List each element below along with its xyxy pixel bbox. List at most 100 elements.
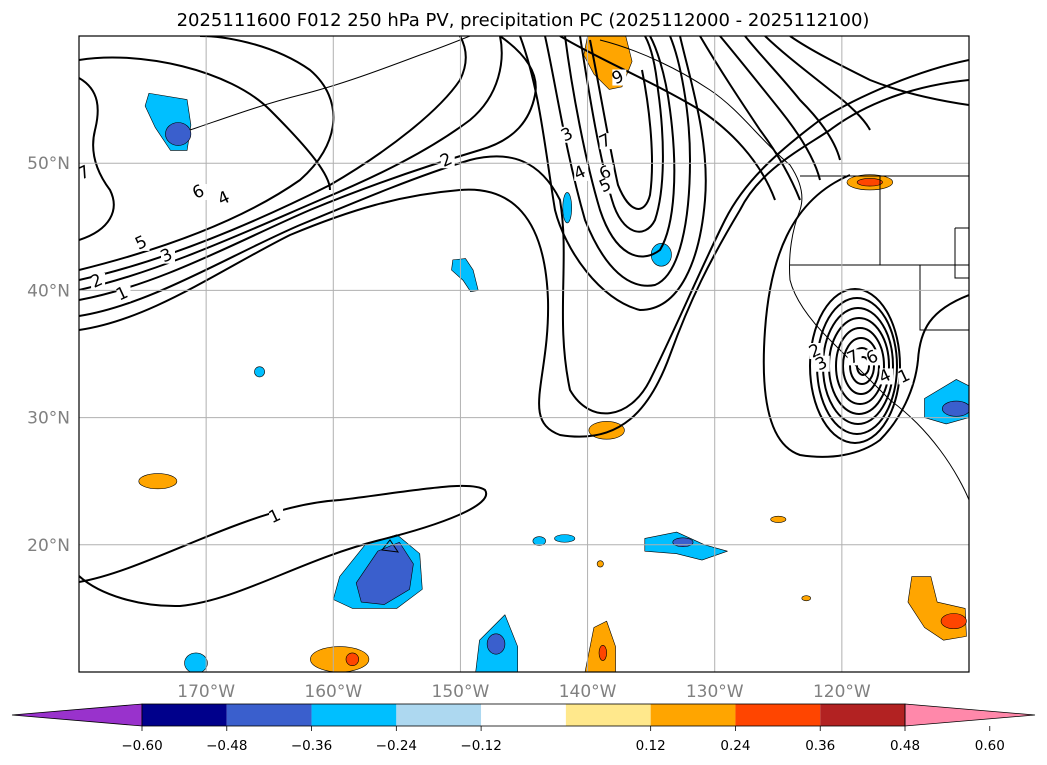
contour-label-bg	[116, 285, 131, 302]
precip-area	[584, 620, 616, 672]
colorbar: −0.60 −0.48 −0.36 −0.24 −0.12 0.12 0.24 0.36 0.4…	[11, 703, 1036, 754]
pv-contour-line	[762, 174, 969, 458]
colorbar-bin	[820, 704, 905, 726]
contour-label-bg	[815, 355, 830, 372]
pv-contour-line	[79, 79, 969, 438]
lat-tick-label: 20°N	[27, 536, 70, 556]
colorbar-label: 0.24	[720, 738, 750, 754]
colorbar-label: 0.60	[975, 738, 1005, 754]
colorbar-bin	[311, 704, 397, 726]
contour-label-bg	[161, 247, 175, 264]
colorbar-bin	[142, 704, 227, 726]
precip-area	[451, 258, 479, 292]
pv-contour-line	[809, 288, 901, 444]
precip-area	[588, 421, 625, 440]
pv-contour-line	[79, 36, 467, 281]
precip-area	[138, 473, 178, 490]
precip-area	[770, 515, 787, 523]
colorbar-label: −0.36	[291, 738, 332, 754]
map-background	[79, 36, 969, 672]
pv-contour-line	[719, 36, 821, 181]
pv-contour-line	[79, 484, 488, 608]
colorbar-bin	[650, 704, 736, 726]
colorbar-label: −0.12	[460, 738, 501, 754]
pv-contour-line	[79, 36, 503, 291]
coastline-north-america-west	[789, 209, 969, 501]
precip-area	[554, 534, 576, 543]
precip-area	[254, 366, 265, 378]
precip-area	[310, 646, 370, 672]
pv-contour-line	[559, 36, 776, 201]
contour-label-bg	[440, 152, 455, 169]
pv-contour-line	[789, 36, 969, 106]
precip-area	[486, 633, 506, 655]
pv-contour-line	[842, 337, 880, 395]
pv-contour-line	[79, 36, 335, 271]
pv-contour-line	[79, 59, 969, 415]
lon-tick-label: 130°W	[686, 682, 744, 702]
lat-tick-label: 40°N	[27, 281, 70, 301]
lon-tick-label: 140°W	[559, 682, 617, 702]
grid-lines	[79, 36, 969, 672]
lon-tick-label: 150°W	[432, 682, 490, 702]
latitude-tick-labels: 20°N 30°N 40°N 50°N	[27, 154, 70, 556]
contour-label-bg	[599, 133, 614, 150]
colorbar-label: 0.12	[636, 738, 666, 754]
lat-tick-label: 50°N	[27, 154, 70, 174]
contour-label-bg	[866, 349, 881, 366]
contour-label-bg	[809, 343, 824, 359]
colorbar-bin	[396, 704, 482, 726]
precip-area	[184, 652, 208, 672]
precip-area	[532, 536, 546, 546]
pv-contour-line	[79, 77, 115, 241]
precip-area	[165, 122, 192, 146]
coastline-layer	[189, 36, 969, 553]
lon-tick-label: 120°W	[813, 682, 871, 702]
pv-contour-line	[856, 356, 870, 376]
precip-area	[598, 644, 607, 661]
pv-contour-line	[699, 36, 801, 201]
colorbar-frame	[141, 703, 906, 727]
lon-tick-label: 160°W	[304, 682, 362, 702]
colorbar-extend-max	[904, 703, 1036, 727]
precip-area	[942, 400, 969, 417]
contour-label-bg	[269, 508, 284, 525]
colorbar-bin	[481, 704, 566, 726]
precip-area	[355, 541, 414, 605]
contour-label-bg	[135, 234, 150, 251]
coastline-alaska-aleutians	[189, 36, 803, 211]
pv-contour-line	[589, 39, 653, 210]
pv-contour-line	[744, 36, 841, 161]
precip-area	[801, 595, 812, 602]
colorbar-label: −0.48	[206, 738, 247, 754]
colorbar-label: 0.48	[890, 738, 920, 754]
colorbar-bin	[565, 704, 651, 726]
lon-tick-label: 170°W	[177, 682, 235, 702]
longitude-tick-labels: 170°W 160°W 150°W 140°W 130°W 120°W	[177, 682, 871, 702]
contour-label-bg	[879, 368, 894, 385]
pv-contour-line	[835, 327, 885, 405]
pv-contour-layer	[79, 36, 969, 608]
pv-contour-line	[849, 347, 875, 385]
state-boundaries	[790, 176, 969, 331]
contour-label-bg	[91, 273, 106, 290]
contour-label-bg	[561, 126, 576, 143]
contour-label-bg	[898, 368, 913, 385]
contour-label-bg	[192, 184, 207, 200]
precip-area	[596, 560, 604, 568]
chart-title: 2025111600 F012 250 hPa PV, precipitatio…	[177, 10, 870, 31]
precip-area	[856, 178, 883, 187]
precip-area	[940, 613, 967, 630]
contour-label-bg	[218, 190, 233, 207]
pv-contour-line	[79, 56, 331, 191]
contour-label-bg	[599, 164, 614, 181]
contour-label-bg	[599, 177, 614, 194]
lat-tick-label: 30°N	[27, 409, 70, 429]
colorbar-label: 0.36	[805, 738, 835, 754]
colorbar-label: −0.24	[376, 738, 417, 754]
contour-label-bg	[574, 164, 589, 181]
plot-frame	[78, 35, 970, 673]
pv-contour-line	[764, 36, 871, 131]
pv-contour-line	[579, 36, 664, 233]
